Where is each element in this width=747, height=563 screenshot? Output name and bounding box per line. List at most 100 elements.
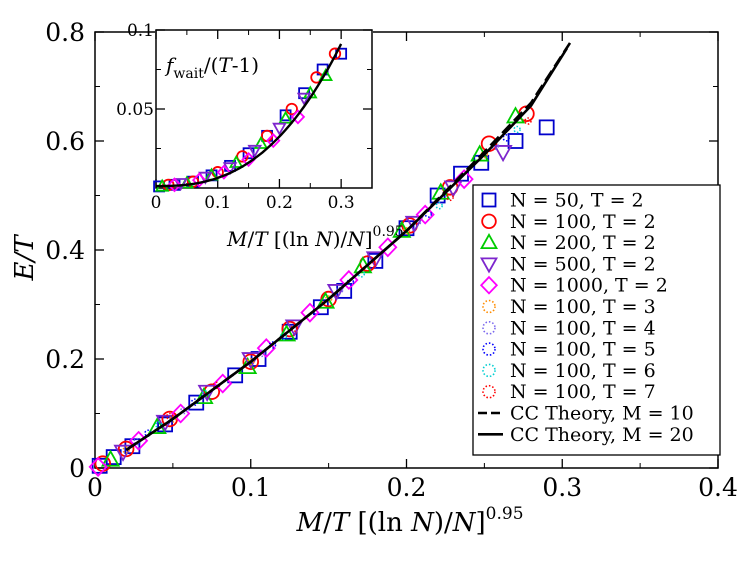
point-n-200-t-2 xyxy=(100,449,121,467)
legend-entry-n-1000-t-2: N = 1000, T = 2 xyxy=(479,275,668,297)
point-n-500-t-2 xyxy=(241,352,261,370)
point-n-1000-t-2 xyxy=(213,373,233,394)
x-tick-label: 0.2 xyxy=(387,473,427,502)
legend: N = 50, T = 2N = 100, T = 2N = 200, T = … xyxy=(478,190,694,446)
x-tick-label: 0.1 xyxy=(204,193,231,213)
y-tick-label: 0.8 xyxy=(45,18,85,47)
point-n-100-t-3 xyxy=(324,295,333,303)
point-n-100-t-4 xyxy=(335,286,344,295)
legend-entry-n-100-t-5: N = 100, T = 5 xyxy=(482,339,656,361)
legend-marker xyxy=(481,213,497,230)
point-n-100-t-5 xyxy=(268,341,277,349)
legend-entry-n-50-t-2: N = 50, T = 2 xyxy=(481,190,644,212)
legend-entry-n-100-t-4: N = 100, T = 4 xyxy=(482,317,656,339)
point-n-200-t-2 xyxy=(194,386,214,405)
legend-entry-n-200-t-2: N = 200, T = 2 xyxy=(479,232,656,254)
point-n-100-t-3 xyxy=(402,227,411,235)
legend-label: N = 100, T = 2 xyxy=(510,211,656,233)
inset-theory-curve xyxy=(156,43,343,188)
inset-point-n-100-t-2 xyxy=(328,47,342,60)
point-n-100-t-4 xyxy=(257,349,266,358)
legend-label: N = 100, T = 4 xyxy=(510,317,656,339)
legend-label: N = 1000, T = 2 xyxy=(510,275,668,297)
y-tick-label: 0.1 xyxy=(127,21,154,41)
legend-entry-n-100-t-6: N = 100, T = 6 xyxy=(482,360,656,382)
legend-box xyxy=(472,184,721,456)
legend-label: N = 500, T = 2 xyxy=(510,253,656,275)
point-n-1000-t-2 xyxy=(88,456,108,477)
inset-point-n-1000-t-2 xyxy=(216,164,232,180)
point-n-200-t-2 xyxy=(276,324,297,342)
legend-marker xyxy=(482,384,496,399)
point-n-500-t-2 xyxy=(284,319,304,337)
legend-entry-n-500-t-2: N = 500, T = 2 xyxy=(479,253,656,275)
x-tick-label: 0.1 xyxy=(231,473,271,502)
x-tick-label: 0.4 xyxy=(698,473,738,502)
main-theory-curves xyxy=(125,42,572,452)
point-n-100-t-3 xyxy=(122,446,130,454)
legend-marker xyxy=(482,363,496,378)
legend-marker xyxy=(482,320,496,335)
inset-axis-ticks: 0 0.1 0.2 0.3 0.05 0.1 xyxy=(116,21,372,213)
y-tick-label: 0 xyxy=(69,454,85,483)
point-n-200-t-2 xyxy=(315,291,336,309)
legend-marker xyxy=(482,342,496,356)
legend-label: N = 100, T = 3 xyxy=(510,296,656,318)
point-n-50-t-2 xyxy=(227,367,244,384)
legend-marker xyxy=(479,257,499,274)
y-tick-label: 0.05 xyxy=(116,100,154,120)
point-n-100-t-6 xyxy=(279,332,288,341)
point-n-100-t-6 xyxy=(513,125,521,134)
point-n-1000-t-2 xyxy=(454,169,474,190)
x-tick-label: 0.3 xyxy=(328,193,355,213)
legend-label: N = 100, T = 5 xyxy=(510,339,656,361)
legend-entry-n-100-t-3: N = 100, T = 3 xyxy=(482,296,656,318)
legend-label: N = 50, T = 2 xyxy=(510,190,644,212)
inset-point-n-50-t-2 xyxy=(279,109,292,122)
main-axis-ticks: 0 0.1 0.2 0.3 0.4 0 0.2 0.4 0.6 0.8 xyxy=(45,18,738,502)
legend-marker xyxy=(479,275,499,295)
legend-marker xyxy=(481,192,497,208)
x-tick-label: 0.2 xyxy=(266,193,293,213)
point-n-100-t-3 xyxy=(247,357,255,366)
point-n-500-t-2 xyxy=(326,284,346,302)
y-tick-label: 0.6 xyxy=(45,127,85,156)
legend-label: N = 100, T = 7 xyxy=(510,381,656,403)
inset-point-n-200-t-2 xyxy=(228,154,244,168)
main-y-axis-label: E/T xyxy=(10,234,40,282)
legend-entry-n-100-t-2: N = 100, T = 2 xyxy=(481,211,656,233)
legend-label: CC Theory, M = 20 xyxy=(510,424,694,446)
point-n-500-t-2 xyxy=(404,215,424,233)
inset-theory-line xyxy=(156,43,343,188)
inset-point-n-1000-t-2 xyxy=(191,172,207,188)
legend-label: CC Theory, M = 10 xyxy=(510,403,694,425)
inset-point-n-100-t-2 xyxy=(236,150,249,163)
inset-point-n-500-t-2 xyxy=(247,144,263,158)
theory-cc-theory-m-20 xyxy=(125,47,569,452)
inset-point-n-200-t-2 xyxy=(253,135,269,149)
inset-point-n-200-t-2 xyxy=(278,110,293,124)
legend-entry-cc-theory-m-10: CC Theory, M = 10 xyxy=(478,403,694,425)
inset-point-n-1000-t-2 xyxy=(241,152,256,168)
legend-entry-cc-theory-m-20: CC Theory, M = 20 xyxy=(478,424,694,446)
inset-point-n-200-t-2 xyxy=(318,67,334,81)
point-n-50-t-2 xyxy=(507,133,524,149)
inset-point-n-1000-t-2 xyxy=(290,109,306,125)
inset-point-n-100-t-2 xyxy=(285,102,298,116)
y-tick-label: 0.4 xyxy=(45,236,85,265)
legend-entry-n-100-t-7: N = 100, T = 7 xyxy=(482,381,656,403)
x-tick-label: 0 xyxy=(151,193,162,213)
inset-point-n-500-t-2 xyxy=(296,92,312,106)
point-n-500-t-2 xyxy=(365,251,385,269)
inset-series-layer xyxy=(153,47,348,193)
point-n-100-t-4 xyxy=(180,406,188,415)
point-n-200-t-2 xyxy=(392,220,412,238)
x-tick-label: 0.3 xyxy=(542,473,582,502)
point-n-100-t-2 xyxy=(203,383,221,400)
point-n-50-t-2 xyxy=(538,119,555,136)
point-n-100-t-5 xyxy=(502,134,510,142)
legend-marker xyxy=(482,299,496,314)
inset-point-n-500-t-2 xyxy=(272,122,287,136)
inset-point-n-1000-t-2 xyxy=(167,177,182,193)
